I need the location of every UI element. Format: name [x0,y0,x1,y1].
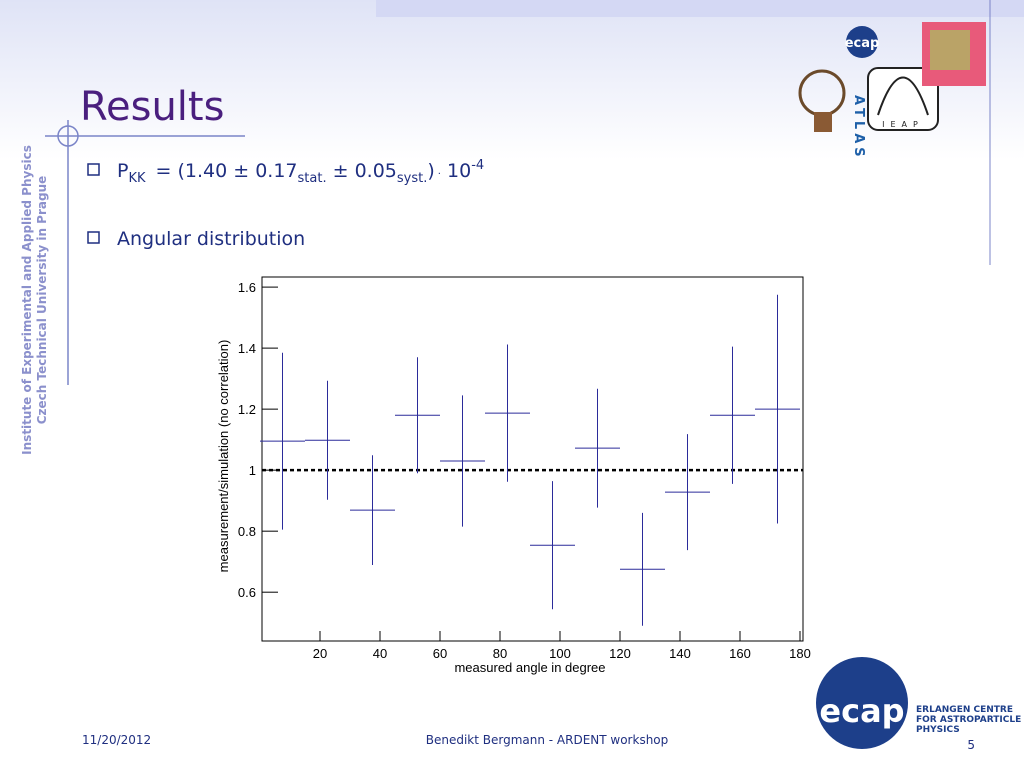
x-tick-label: 180 [789,646,811,661]
y-tick-label: 1 [249,463,256,478]
bullet-box [87,163,100,176]
side-line: Institute of Experimental and Applied Ph… [20,145,34,455]
footer-center: Benedikt Bergmann - ARDENT workshop [426,733,669,747]
logo-text: ERLANGEN CENTRE [916,705,1013,715]
bullet: Angular distribution [117,228,305,250]
y-axis-label: measurement/simulation (no correlation) [216,340,231,573]
x-tick-label: 160 [729,646,751,661]
logo-text: PHYSICS [916,725,960,735]
logo-text: ATLAS [851,95,866,161]
y-tick-label: 0.6 [238,585,256,600]
ecap-logo [846,26,878,58]
logos: ecap ATLAS IEAP ecap ERLANGEN CENTRE FOR… [798,22,1021,749]
x-tick-label: 60 [433,646,447,661]
bullet: PKK = (1.40 ± 0.17stat. ± 0.05syst.) · 10-… [117,158,484,186]
top-bar [376,0,1024,17]
deco-circle [57,125,79,147]
footer-date: 11/20/2012 [82,733,151,747]
ieap-curve [877,76,929,116]
side-text: Institute of Experimental and Applied Ph… [20,145,49,455]
header-bg [0,0,1024,160]
x-tick-label: 80 [493,646,507,661]
text: P [117,160,128,182]
ecap-big-logo [816,657,908,749]
y-tick-label: 1.6 [238,280,256,295]
bullet-box [87,231,100,244]
text: · [438,169,441,180]
y-tick-label: 1.2 [238,402,256,417]
subscript: syst. [397,171,427,186]
text: 10 [441,160,471,182]
y-tick-label: 0.8 [238,524,256,539]
x-axis-label: measured angle in degree [454,660,605,675]
logo-text: IEAP [882,120,924,129]
text: = (1.40 ± 0.17 [156,160,298,182]
plot-frame [261,276,804,642]
text: ± 0.05 [327,160,397,182]
logo-text: ecap [845,36,880,51]
y-tick-label: 1.4 [238,341,256,356]
logo-text: ecap [819,692,904,730]
ieap-logo [867,67,939,131]
x-tick-label: 20 [313,646,327,661]
superscript: -4 [471,158,484,173]
slide-title: Results [80,84,224,130]
x-tick-label: 100 [549,646,571,661]
x-tick-label: 140 [669,646,691,661]
subscript: KK [128,171,146,186]
page-number: 5 [967,738,975,752]
subscript: stat. [298,171,327,186]
logo-text: FOR ASTROPARTICLE [916,715,1021,725]
pixel-logo-part [930,30,970,70]
side-line: Czech Technical University in Prague [35,176,49,425]
text: ) [427,160,434,182]
x-tick-label: 120 [609,646,631,661]
x-tick-label: 40 [373,646,387,661]
atlas-figure [814,112,832,132]
chart: 20 40 60 80 100 120 140 160 180 0.6 0.8 1 1.2 1.4 1.6 m… [216,276,811,675]
